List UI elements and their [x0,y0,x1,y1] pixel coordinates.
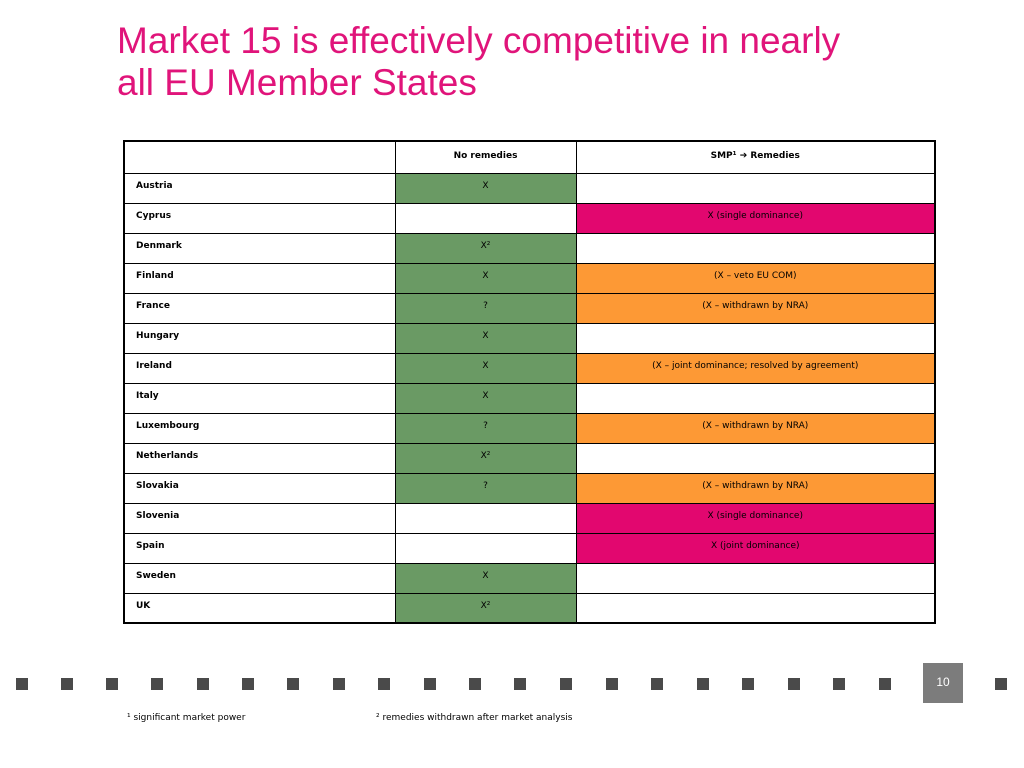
decorative-square [242,678,254,690]
table-row: Luxembourg? (X – withdrawn by NRA) [123,412,936,444]
decorative-square [606,678,618,690]
smp-remedies-cell: (X – withdrawn by NRA) [575,472,936,504]
no-remedies-cell: X [394,322,577,354]
country-cell: Austria [123,172,396,204]
page-number: 10 [923,663,963,703]
no-remedies-cell: X² [394,592,577,624]
decorative-square [879,678,891,690]
table-row: UK X² [123,592,936,624]
decorative-square [424,678,436,690]
decorative-square [16,678,28,690]
smp-remedies-cell [575,322,936,354]
decorative-square [61,678,73,690]
country-cell: Spain [123,532,396,564]
table-row: Austria X [123,172,936,204]
decorative-square [106,678,118,690]
member-states-table: No remedies SMP¹ ➔ Remedies Austria X Cypr… [123,140,936,624]
no-remedies-cell [394,502,577,534]
table-body: No remedies SMP¹ ➔ Remedies Austria X Cypr… [123,140,936,624]
country-cell: Ireland [123,352,396,384]
table-row: Slovakia? (X – withdrawn by NRA) [123,472,936,504]
no-remedies-cell: ? [394,412,577,444]
footnote-2: ² remedies withdrawn after market analys… [376,713,573,723]
country-cell: Hungary [123,322,396,354]
smp-remedies-cell: (X – withdrawn by NRA) [575,292,936,324]
table-row: Spain X (joint dominance) [123,532,936,564]
table-row: Hungary X [123,322,936,354]
table-row: Slovenia X (single dominance) [123,502,936,534]
smp-remedies-cell [575,592,936,624]
no-remedies-cell: X [394,262,577,294]
country-cell: France [123,292,396,324]
table-row: Cyprus X (single dominance) [123,202,936,234]
country-cell: Netherlands [123,442,396,474]
decorative-square [197,678,209,690]
smp-remedies-cell: X (single dominance) [575,502,936,534]
country-cell: Italy [123,382,396,414]
smp-remedies-cell [575,172,936,204]
decorative-square [833,678,845,690]
slide-title-line-1: Market 15 is effectively competitive in … [117,20,841,61]
smp-remedies-cell [575,382,936,414]
no-remedies-cell: X² [394,442,577,474]
decorative-square [469,678,481,690]
smp-remedies-cell: (X – veto EU COM) [575,262,936,294]
country-cell: Sweden [123,562,396,594]
no-remedies-cell: ? [394,292,577,324]
no-remedies-cell [394,202,577,234]
header-cell-no-remedies: No remedies [394,140,577,174]
decorative-square [333,678,345,690]
decorative-square [287,678,299,690]
table-row: Ireland X (X – joint dominance; resolved b… [123,352,936,384]
table-row: Netherlands X² [123,442,936,474]
no-remedies-cell: ? [394,472,577,504]
country-cell: Denmark [123,232,396,264]
decorative-square [995,678,1007,690]
country-cell: Cyprus [123,202,396,234]
smp-remedies-cell [575,442,936,474]
decorative-square [378,678,390,690]
slide-title-line-2: all EU Member States [117,62,477,103]
decorative-square [651,678,663,690]
smp-remedies-cell: X (joint dominance) [575,532,936,564]
country-cell: Finland [123,262,396,294]
decorative-square [788,678,800,690]
decorative-square [742,678,754,690]
table-row: Italy X [123,382,936,414]
no-remedies-cell: X² [394,232,577,264]
table-row: Denmark X² [123,232,936,264]
country-cell: UK [123,592,396,624]
decorative-square [514,678,526,690]
no-remedies-cell: X [394,172,577,204]
country-cell: Slovenia [123,502,396,534]
no-remedies-cell: X [394,562,577,594]
decorative-square-bar [0,676,1024,692]
no-remedies-cell: X [394,382,577,414]
table-header-row: No remedies SMP¹ ➔ Remedies [123,140,936,174]
slide-title: Market 15 is effectively competitive in … [117,20,937,104]
smp-remedies-cell: X (single dominance) [575,202,936,234]
smp-remedies-cell: (X – withdrawn by NRA) [575,412,936,444]
table-row: France? (X – withdrawn by NRA) [123,292,936,324]
header-cell-country [123,140,396,174]
table-row: Finland X (X – veto EU COM) [123,262,936,294]
no-remedies-cell: X [394,352,577,384]
header-cell-smp-remedies: SMP¹ ➔ Remedies [575,140,936,174]
decorative-square [151,678,163,690]
footnote-1: ¹ significant market power [127,713,246,723]
decorative-square [560,678,572,690]
country-cell: Luxembourg [123,412,396,444]
smp-remedies-cell [575,562,936,594]
smp-remedies-cell: (X – joint dominance; resolved by agreem… [575,352,936,384]
country-cell: Slovakia [123,472,396,504]
no-remedies-cell [394,532,577,564]
table-row: Sweden X [123,562,936,594]
smp-remedies-cell [575,232,936,264]
decorative-square [697,678,709,690]
